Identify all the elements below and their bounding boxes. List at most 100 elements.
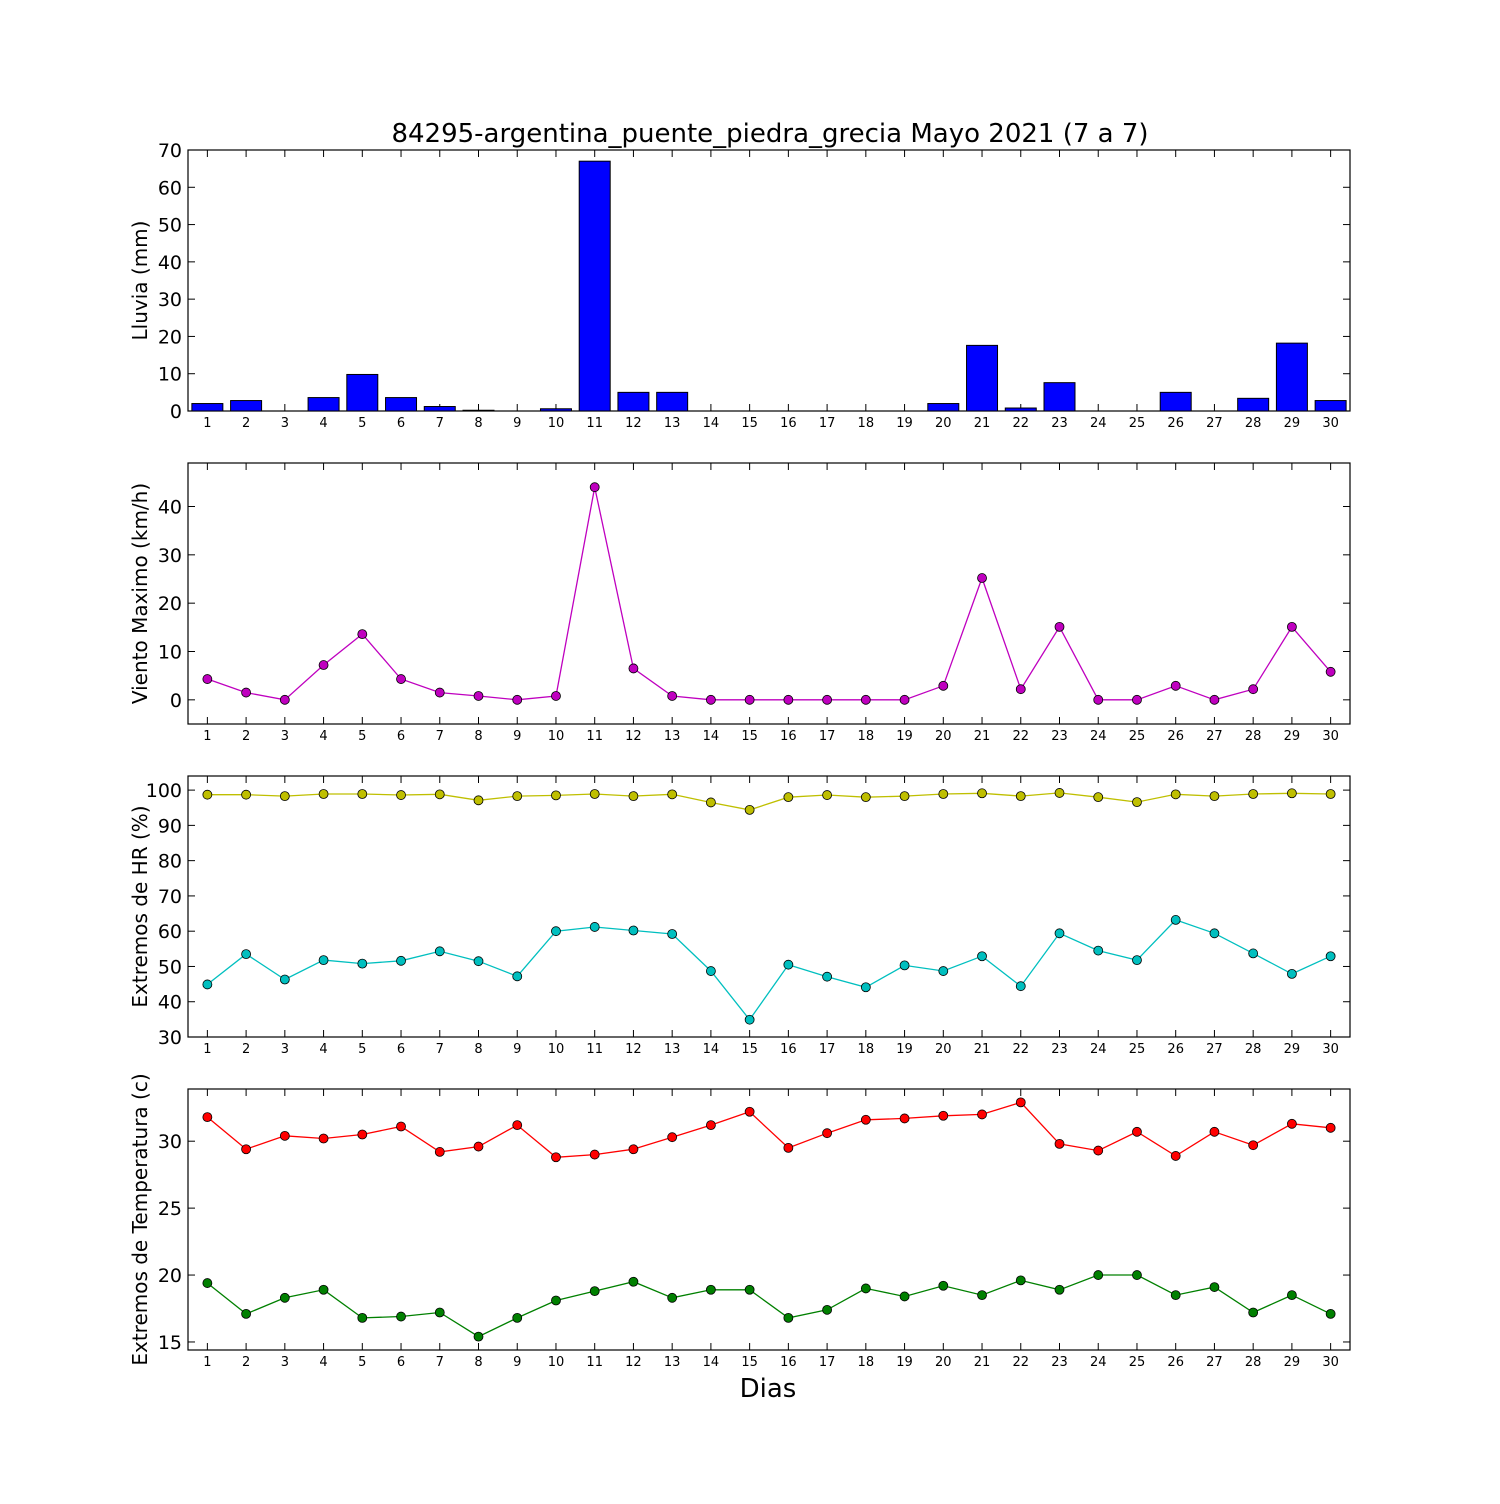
point-temp-min [860,1283,871,1294]
point-hr-min [357,958,368,969]
x-tick-label: 24 [1090,416,1107,431]
x-tick-label: 5 [358,729,366,744]
point-temp-max [1054,1138,1065,1149]
point-temp-min [783,1312,794,1323]
point-wind [1248,684,1259,695]
point-temp-max [1287,1118,1297,1129]
x-tick-label: 21 [974,416,991,431]
point-hr-max [1170,789,1181,800]
x-tick-label: 13 [664,729,681,744]
point-wind [1209,694,1220,705]
point-hr-min [434,946,445,957]
bar-rain [423,406,456,412]
x-tick-label: 15 [741,1355,758,1370]
point-wind [1287,621,1297,632]
point-hr-max [938,789,949,799]
point-temp-max [899,1113,910,1124]
point-wind [1170,680,1181,691]
x-tick-label: 22 [1012,1355,1029,1370]
y-tick-label: 100 [146,780,182,802]
x-tick-label: 1 [203,1355,211,1370]
x-tick-label: 26 [1167,416,1184,431]
x-tick-label: 27 [1206,1042,1223,1057]
point-temp-min [434,1307,445,1318]
y-tick-label: 40 [158,992,182,1014]
point-hr-max [1054,788,1065,798]
point-hr-min [1248,948,1259,959]
point-wind [744,694,755,705]
x-tick-label: 22 [1012,729,1029,744]
point-temp-min [241,1308,252,1319]
x-tick-label: 21 [974,1355,991,1370]
series-line-wind [207,487,1332,701]
bar-rain [656,391,689,412]
bar-rain [462,409,495,412]
point-temp-min [706,1284,716,1295]
x-tick-label: 27 [1206,1355,1223,1370]
point-wind [899,694,910,705]
x-tick-label: 20 [935,416,952,431]
x-tick-label: 8 [474,1042,482,1057]
point-wind [938,680,949,691]
point-hr-max [667,789,678,800]
point-temp-max [628,1144,639,1155]
bar-rain [1159,391,1192,412]
x-tick-label: 2 [242,729,250,744]
bar-rain [385,397,418,412]
point-wind [1015,684,1026,695]
bar-rain [578,160,611,412]
y-tick-label: 60 [158,921,182,943]
x-tick-label: 27 [1206,729,1223,744]
bar-rain [539,408,572,412]
point-temp-min [938,1280,949,1291]
point-hr-min [1209,928,1220,939]
point-hr-max [318,789,329,799]
y-tick-label: 50 [158,215,182,237]
point-hr-min [512,971,523,982]
point-hr-max [1209,791,1220,802]
x-tick-label: 18 [858,729,875,744]
point-wind [512,694,523,705]
x-tick-label: 17 [819,416,836,431]
y-tick-label: 30 [158,289,182,311]
x-tick-label: 22 [1012,1042,1029,1057]
x-tick-label: 4 [319,416,327,431]
point-hr-min [279,974,290,985]
x-tick-label: 4 [319,1355,327,1370]
point-temp-max [241,1144,252,1155]
x-tick-label: 26 [1167,729,1184,744]
bar-rain [927,403,960,412]
x-tick-label: 6 [397,416,405,431]
point-hr-min [589,922,600,932]
point-hr-min [1093,945,1104,956]
x-tick-label: 9 [513,1355,521,1370]
point-temp-max [667,1132,678,1143]
y-tick-label: 20 [158,326,182,348]
point-wind [1325,666,1336,677]
x-tick-label: 16 [780,1042,797,1057]
x-tick-label: 5 [358,1355,366,1370]
point-temp-min [512,1312,523,1323]
x-tick-label: 7 [436,729,444,744]
point-temp-max [706,1120,716,1131]
x-tick-label: 2 [242,416,250,431]
point-temp-min [1325,1308,1336,1319]
x-tick-label: 29 [1284,1042,1301,1057]
x-tick-label: 11 [586,1355,603,1370]
point-hr-max [202,789,213,800]
point-temp-min [822,1304,832,1315]
point-temp-max [977,1109,987,1120]
y-axis-label: Extremos de HR (%) [128,805,152,1007]
point-wind [1054,621,1065,632]
x-tick-label: 1 [203,416,211,431]
point-temp-max [860,1114,871,1125]
point-temp-min [1248,1307,1259,1318]
point-hr-max [551,790,561,801]
plot-frame [187,775,1351,1038]
x-tick-label: 17 [819,1355,836,1370]
point-hr-max [473,795,484,806]
x-tick-label: 27 [1206,416,1223,431]
x-tick-label: 3 [281,729,289,744]
x-tick-label: 16 [780,729,797,744]
